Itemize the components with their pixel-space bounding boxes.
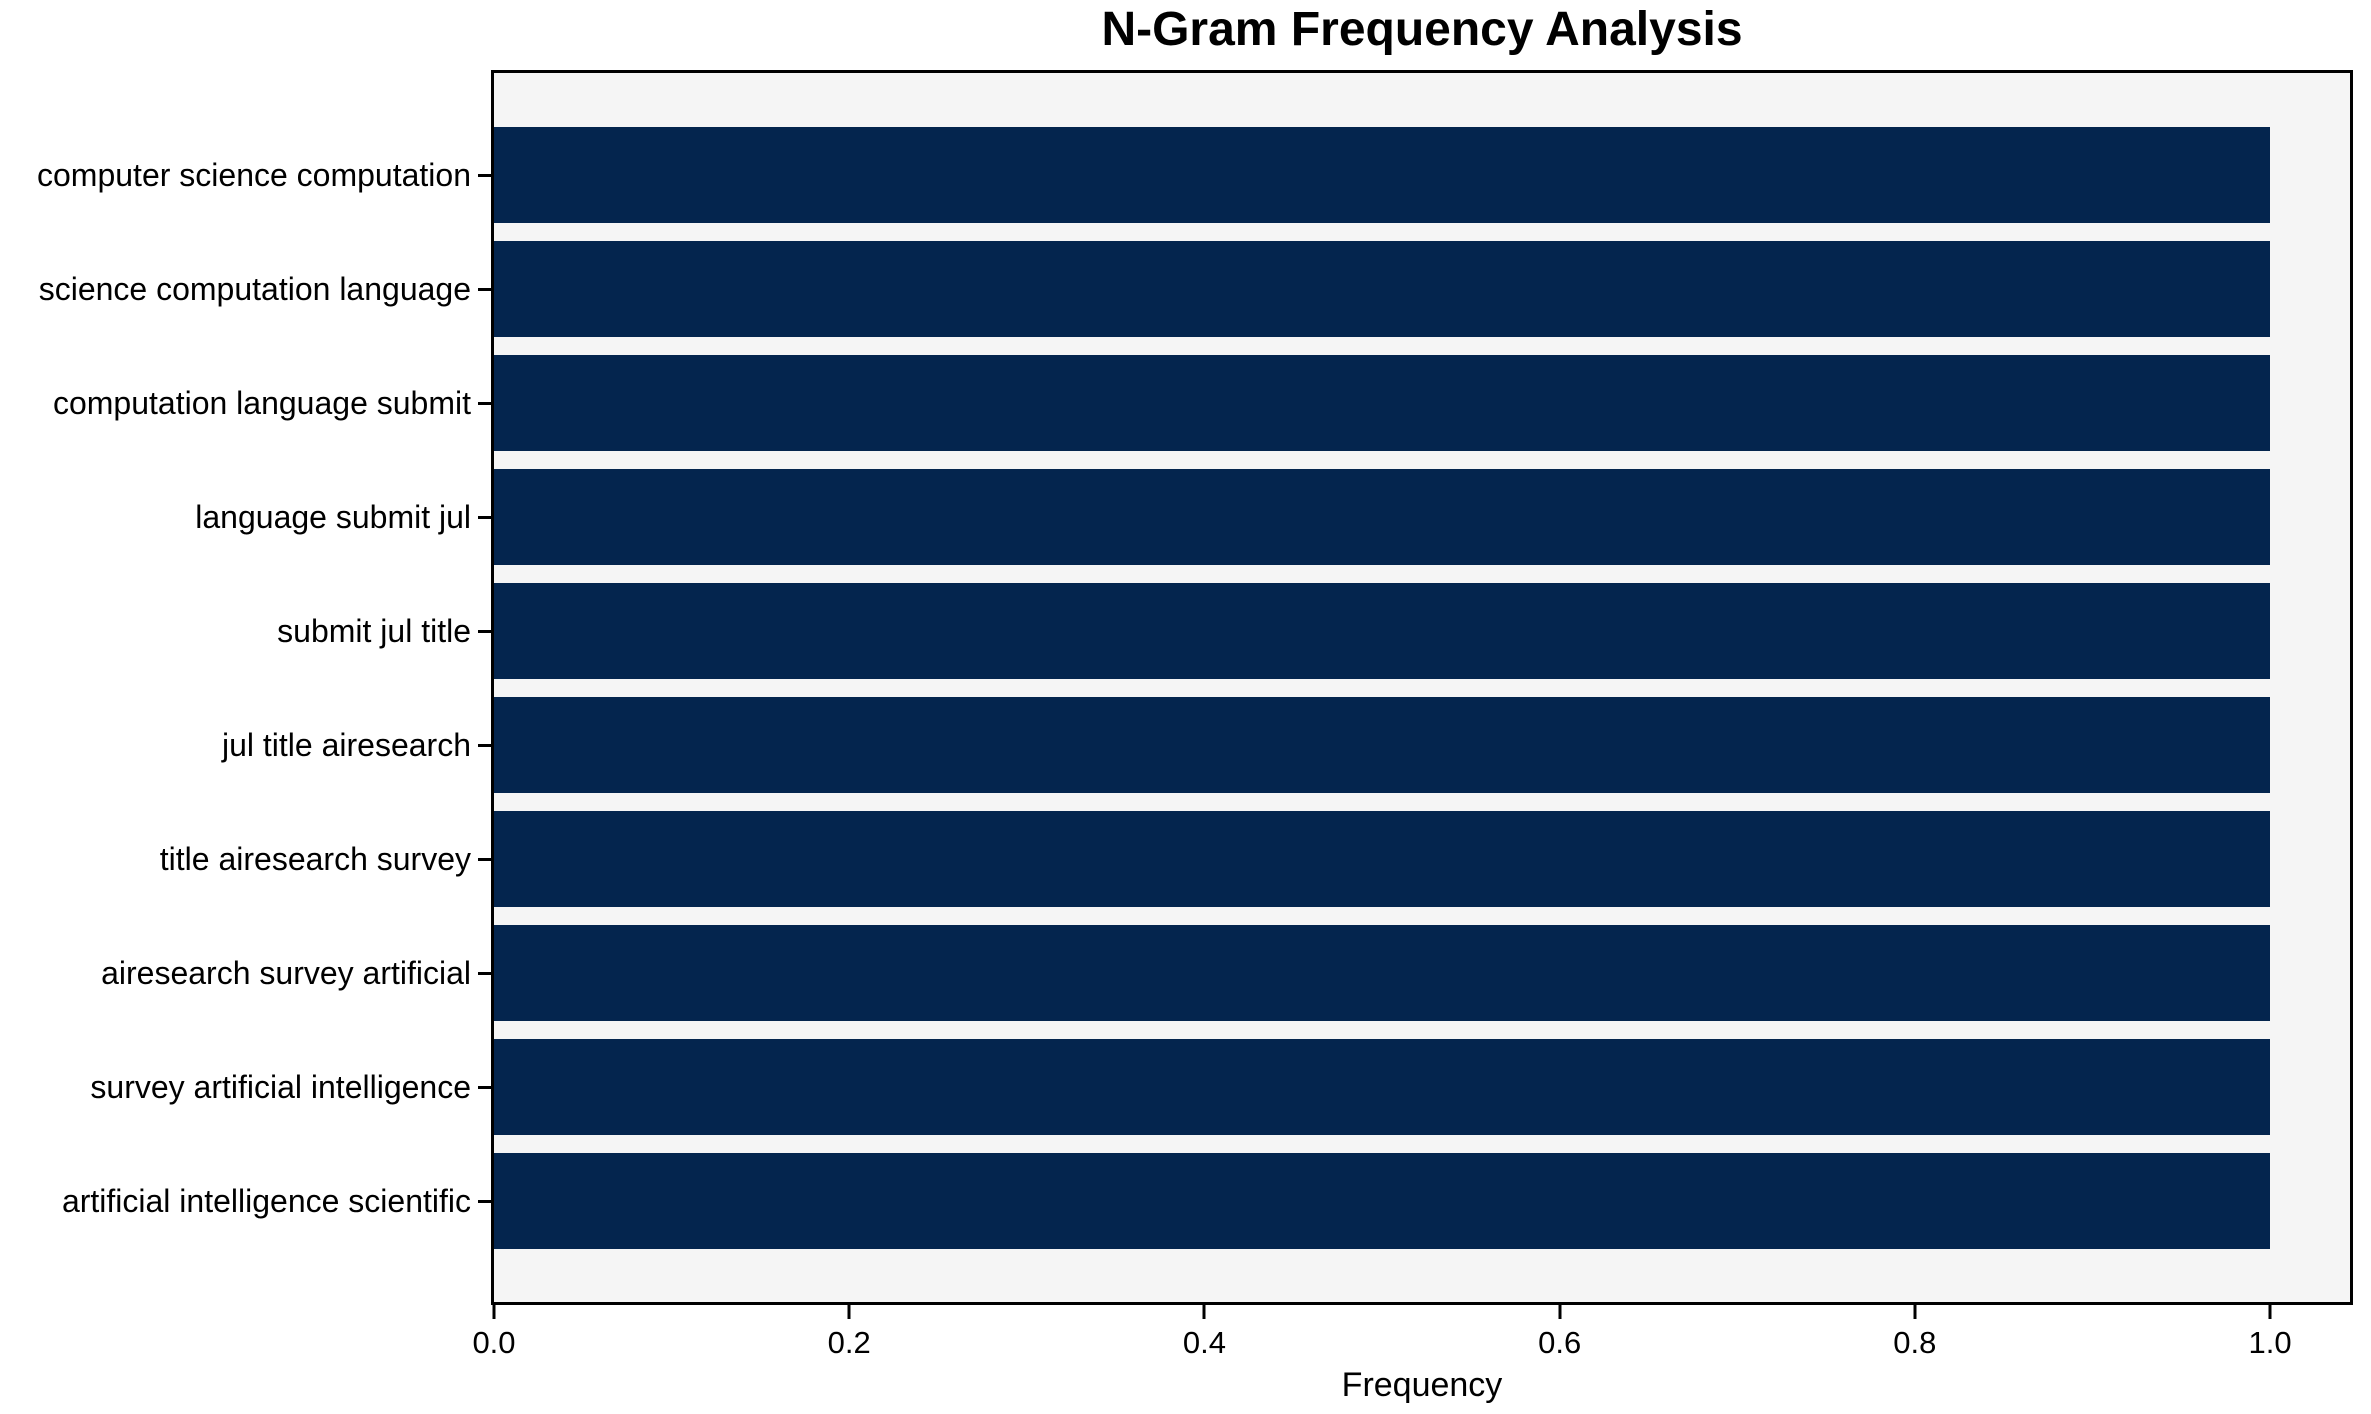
- bar: [494, 1039, 2271, 1135]
- y-tick-label: survey artificial intelligence: [90, 1068, 471, 1105]
- y-tick-row: computation language submit: [0, 355, 491, 451]
- bar: [494, 1153, 2271, 1249]
- y-tick-row: survey artificial intelligence: [0, 1039, 491, 1135]
- y-tick-label: artificial intelligence scientific: [61, 1182, 471, 1219]
- x-tick-label: 0.8: [1893, 1325, 1937, 1360]
- bar: [494, 127, 2271, 223]
- y-tick-label: jul title airesearch: [222, 726, 471, 763]
- y-tick-mark: [478, 401, 491, 405]
- x-axis: 0.0 0.2 0.4 0.6 0.8 1.0: [472, 1305, 2350, 1375]
- bar: [494, 925, 2271, 1021]
- y-tick-mark: [478, 743, 491, 747]
- bar: [494, 583, 2271, 679]
- y-tick-row: language submit jul: [0, 469, 491, 565]
- bars-container: [494, 73, 2350, 1302]
- x-tick-mark: [1558, 1305, 1562, 1319]
- bar: [494, 697, 2271, 793]
- y-tick-mark: [478, 1085, 491, 1089]
- y-tick-row: airesearch survey artificial: [0, 925, 491, 1021]
- y-tick-label: submit jul title: [277, 612, 471, 649]
- y-tick-label: computation language submit: [52, 384, 471, 421]
- x-tick-mark: [847, 1305, 851, 1319]
- y-tick-label: science computation language: [38, 270, 471, 307]
- y-tick-mark: [478, 629, 491, 633]
- bar: [494, 811, 2271, 907]
- y-tick-row: science computation language: [0, 241, 491, 337]
- x-tick-label: 0.0: [472, 1325, 516, 1360]
- bar: [494, 469, 2271, 565]
- y-tick-mark: [478, 173, 491, 177]
- y-tick-mark: [478, 287, 491, 291]
- x-tick-label: 1.0: [2248, 1325, 2292, 1360]
- x-tick-mark: [492, 1305, 496, 1319]
- x-tick-label: 0.4: [1182, 1325, 1226, 1360]
- y-tick-label: airesearch survey artificial: [101, 954, 471, 991]
- x-tick-mark: [1913, 1305, 1917, 1319]
- y-axis-labels: computer science computation science comp…: [0, 73, 491, 1302]
- y-tick-label: title airesearch survey: [159, 840, 471, 877]
- bar: [494, 241, 2271, 337]
- x-axis-title: Frequency: [1341, 1366, 1503, 1404]
- x-tick-mark: [1202, 1305, 1206, 1319]
- y-tick-row: title airesearch survey: [0, 811, 491, 907]
- y-tick-row: jul title airesearch: [0, 697, 491, 793]
- y-tick-row: submit jul title: [0, 583, 491, 679]
- y-tick-mark: [478, 971, 491, 975]
- y-tick-label: language submit jul: [195, 498, 471, 535]
- y-tick-mark: [478, 1199, 491, 1203]
- chart-title: N-Gram Frequency Analysis: [1101, 3, 1743, 56]
- plot-area: [491, 70, 2353, 1305]
- y-tick-label: computer science computation: [37, 156, 471, 193]
- y-tick-mark: [478, 857, 491, 861]
- x-tick-mark: [2268, 1305, 2272, 1319]
- y-tick-row: computer science computation: [0, 127, 491, 223]
- x-tick-label: 0.2: [827, 1325, 871, 1360]
- bar: [494, 355, 2271, 451]
- y-tick-row: artificial intelligence scientific: [0, 1153, 491, 1249]
- y-tick-mark: [478, 515, 491, 519]
- x-tick-label: 0.6: [1538, 1325, 1582, 1360]
